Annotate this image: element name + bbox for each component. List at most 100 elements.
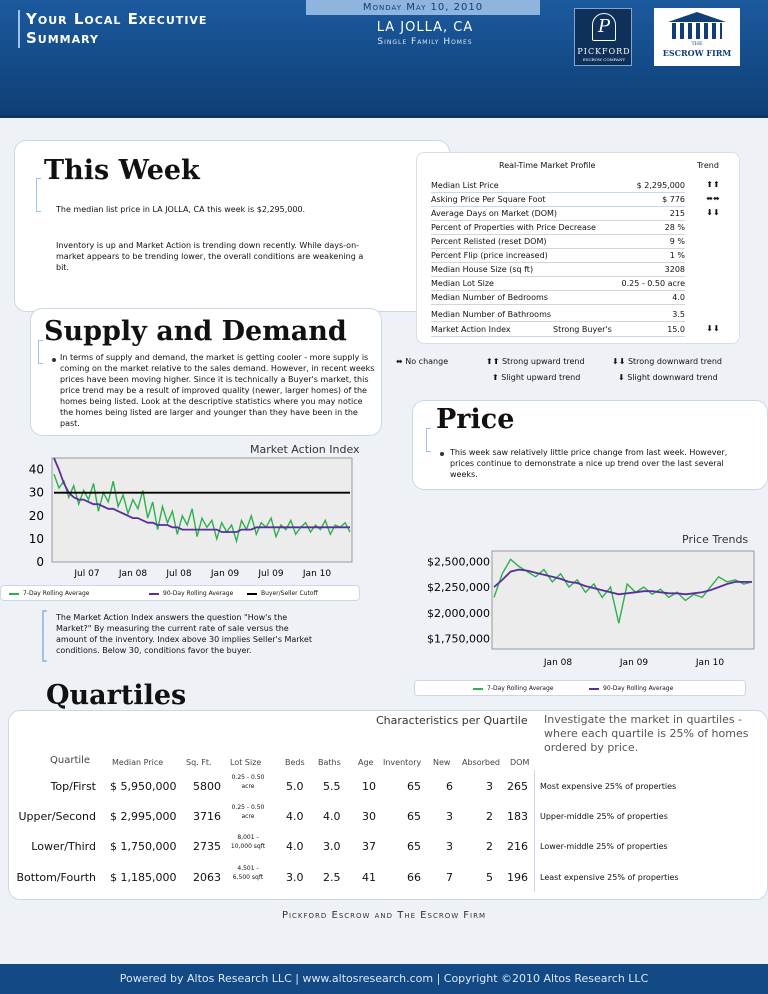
footer-powered-by: Powered by Altos Research LLC | www.alto… xyxy=(0,964,768,994)
quartile-beds: 4.0 xyxy=(286,840,304,853)
mai-x-tick: Jan 09 xyxy=(210,569,239,579)
price-y-tick: $2,000,000 xyxy=(427,607,490,620)
slight-up-icon: ⬆ xyxy=(492,373,499,382)
market-profile-value: $ 776 xyxy=(662,195,685,204)
price-bracket xyxy=(426,428,431,452)
price-bullet xyxy=(440,452,444,456)
quartile-beds: 3.0 xyxy=(286,871,304,884)
report-title-line1: Your Local Executive xyxy=(26,10,208,28)
legend-slight-down: ⬇ Slight downward trend xyxy=(618,373,718,382)
mai-x-tick: Jan 08 xyxy=(118,569,147,579)
quartile-lot-size-top: 4,501 - xyxy=(237,865,259,872)
mai-legend-cutoff: Buyer/Seller Cutoff xyxy=(261,590,318,597)
supply-demand-panel xyxy=(30,308,382,436)
escrow-firm-columns-icon xyxy=(672,23,722,39)
price-text: This week saw relatively little price ch… xyxy=(450,448,728,479)
market-profile-label: Market Action Index xyxy=(431,325,511,334)
quartile-new: 6 xyxy=(446,780,453,793)
price-legend: 7-Day Rolling Average 90-Day Rolling Ave… xyxy=(414,680,746,696)
market-profile-value: $ 2,295,000 xyxy=(636,181,685,190)
price-chart-title: Price Trends xyxy=(682,533,749,546)
quartile-name: Bottom/Fourth xyxy=(16,871,97,884)
market-profile-label: Median List Price xyxy=(431,181,499,190)
legend-strong-down: ⬇⬇ Strong downward trend xyxy=(612,357,722,366)
header-banner: Your Local Executive Summary Monday May … xyxy=(0,0,768,118)
quartile-lot-size-bottom: 10,000 sqft xyxy=(230,843,266,850)
city-name: LA JOLLA, CA xyxy=(376,20,474,35)
quartiles-intro: Investigate the market in quartiles - wh… xyxy=(544,713,749,754)
quartile-lot-size-bottom: acre xyxy=(241,783,255,790)
market-profile-row: Asking Price Per Square Foot $ 776 xyxy=(431,193,685,207)
quartile-col-header: Sq. Ft. xyxy=(186,758,212,767)
price-legend-7day: 7-Day Rolling Average xyxy=(487,685,554,692)
quartile-baths: 3.0 xyxy=(323,840,341,853)
mai-y-tick: 20 xyxy=(29,509,44,523)
quartile-sqft: 2063 xyxy=(193,871,221,884)
this-week-inventory-text: Inventory is up and Market Action is tre… xyxy=(56,241,364,272)
no-change-icon: ⬌ xyxy=(396,357,403,366)
supply-demand-text: In terms of supply and demand, the marke… xyxy=(60,353,375,428)
market-profile-value: 9 % xyxy=(669,237,685,246)
quartile-col-header: Absorbed xyxy=(462,758,500,767)
quartile-inventory: 66 xyxy=(407,871,421,884)
mai-x-tick: Jan 10 xyxy=(302,569,331,579)
price-x-tick: Jan 09 xyxy=(619,658,648,668)
quartile-inventory: 65 xyxy=(407,780,421,793)
pickford-logo-sub: ESCROW COMPANY xyxy=(582,57,626,62)
price-y-tick: $2,250,000 xyxy=(427,581,490,594)
price-x-tick: Jan 08 xyxy=(543,658,572,668)
mai-legend-7day: 7-Day Rolling Average xyxy=(23,590,90,597)
quartile-age: 41 xyxy=(362,871,376,884)
quartile-new: 7 xyxy=(446,871,453,884)
quartile-divider xyxy=(534,770,535,892)
market-profile-row: Average Days on Market (DOM) 215 xyxy=(431,207,685,221)
market-profile-mid: Strong Buyer's xyxy=(553,325,612,334)
market-profile-trend-icon: ⬆⬆ xyxy=(706,180,720,189)
quartile-median-price: $ 1,185,000 xyxy=(110,871,177,884)
market-profile-label: Percent of Properties with Price Decreas… xyxy=(431,223,596,232)
market-profile-row: Median House Size (sq ft) 3208 xyxy=(431,263,685,277)
mai-y-tick: 10 xyxy=(29,532,44,546)
quartile-beds: 5.0 xyxy=(286,780,304,793)
mai-legend-90day-swatch xyxy=(149,593,159,595)
quartile-col-header: Lot Size xyxy=(230,758,262,767)
market-profile-row: Percent Relisted (reset DOM) 9 % xyxy=(431,235,685,249)
quartile-inventory: 65 xyxy=(407,840,421,853)
report-title: Your Local Executive Summary xyxy=(18,10,288,48)
quartile-description: Most expensive 25% of properties xyxy=(540,782,677,791)
quartile-description: Lower-middle 25% of properties xyxy=(540,842,668,851)
report-date: Monday May 10, 2010 xyxy=(306,0,540,15)
quartile-dom: 196 xyxy=(507,871,528,884)
quartile-median-price: $ 2,995,000 xyxy=(110,810,177,823)
price-panel xyxy=(412,400,768,490)
legend-slight-up: ⬆ Slight upward trend xyxy=(492,373,580,382)
quartile-baths: 4.0 xyxy=(323,810,341,823)
market-profile-trend-heading: Trend xyxy=(697,161,719,170)
market-profile-row: Percent Flip (price increased) 1 % xyxy=(431,249,685,263)
quartiles-caption: Characteristics per Quartile xyxy=(376,714,528,727)
quartile-absorbed: 2 xyxy=(486,810,493,823)
supply-demand-bullet xyxy=(52,358,56,362)
legend-no-change-label: No change xyxy=(405,357,449,366)
market-profile-value: 1 % xyxy=(669,251,685,260)
quartile-sqft: 5800 xyxy=(193,780,221,793)
market-profile-label: Asking Price Per Square Foot xyxy=(431,195,546,204)
quartile-baths: 5.5 xyxy=(323,780,341,793)
pickford-logo-name: PICKFORD xyxy=(577,47,631,56)
quartile-inventory: 65 xyxy=(407,810,421,823)
quartile-lot-size-top: 0.25 - 0.50 xyxy=(231,804,265,811)
market-profile-label: Median Number of Bathrooms xyxy=(431,310,552,319)
escrow-firm-logo-the: THE xyxy=(691,41,703,47)
market-profile-heading: Real-Time Market Profile xyxy=(499,161,596,170)
chart-plot-area xyxy=(51,457,353,563)
this-week-heading: This Week xyxy=(44,155,200,186)
mai-y-tick: 0 xyxy=(36,555,44,569)
quartile-col-header: DOM xyxy=(510,758,530,767)
price-legend-90day: 90-Day Rolling Average xyxy=(603,685,674,692)
market-profile-label: Percent Relisted (reset DOM) xyxy=(431,237,547,246)
market-profile-value: 3.5 xyxy=(672,310,685,319)
quartile-age: 10 xyxy=(362,780,376,793)
quartile-col-header: New xyxy=(433,758,451,767)
market-profile-row: Market Action Index Strong Buyer's 15.0 xyxy=(431,323,685,337)
mai-x-tick: Jul 07 xyxy=(73,569,99,579)
